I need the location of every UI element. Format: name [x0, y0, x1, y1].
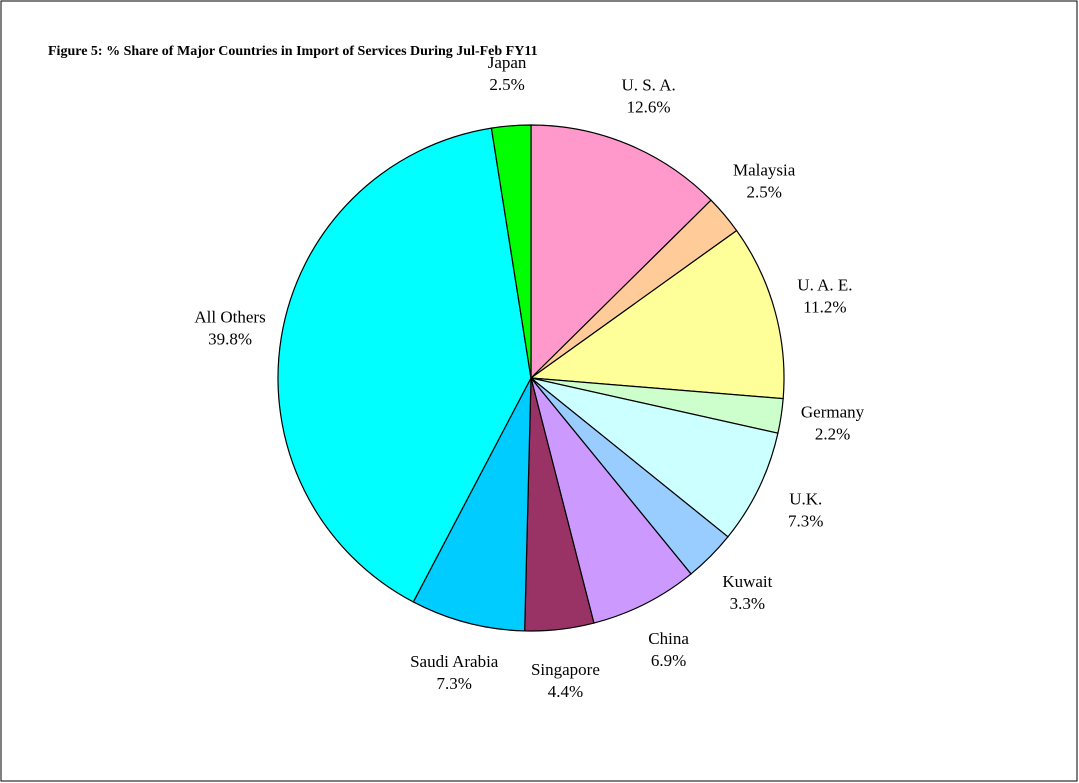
slice-value-label: 7.3% — [788, 511, 823, 530]
slice-label: U.K. — [789, 489, 822, 508]
slice-value-label: 2.5% — [746, 182, 781, 201]
slice-label: China — [648, 629, 689, 648]
slice-label: Germany — [801, 403, 865, 422]
slice-label: Singapore — [531, 660, 600, 679]
slice-label: All Others — [194, 307, 265, 326]
pie-slice — [530, 377, 779, 538]
pie-slice — [529, 229, 785, 400]
slice-label: Malaysia — [733, 160, 796, 179]
slice-value-label: 2.5% — [489, 75, 524, 94]
pie-slice — [277, 127, 532, 603]
chart-title: Figure 5: % Share of Major Countries in … — [48, 44, 538, 59]
slice-label: Kuwait — [722, 572, 772, 591]
pie-slice — [490, 124, 532, 379]
pie-slice — [530, 377, 692, 624]
pie-slice — [412, 377, 532, 632]
pie-slice — [530, 124, 712, 380]
slice-value-label: 11.2% — [803, 298, 846, 317]
slice-value-label: 39.8% — [208, 329, 252, 348]
slice-label: Japan — [488, 53, 527, 72]
slice-label: U. S. A. — [621, 75, 675, 94]
slice-value-label: 6.9% — [651, 651, 686, 670]
slice-label: U. A. E. — [797, 276, 852, 295]
slice-label: Saudi Arabia — [410, 652, 499, 671]
slice-value-label: 12.6% — [627, 97, 671, 116]
slice-value-label: 4.4% — [548, 682, 583, 701]
slice-value-label: 3.3% — [730, 594, 765, 613]
slice-value-label: 7.3% — [437, 674, 472, 693]
slice-value-label: 2.2% — [815, 425, 850, 444]
